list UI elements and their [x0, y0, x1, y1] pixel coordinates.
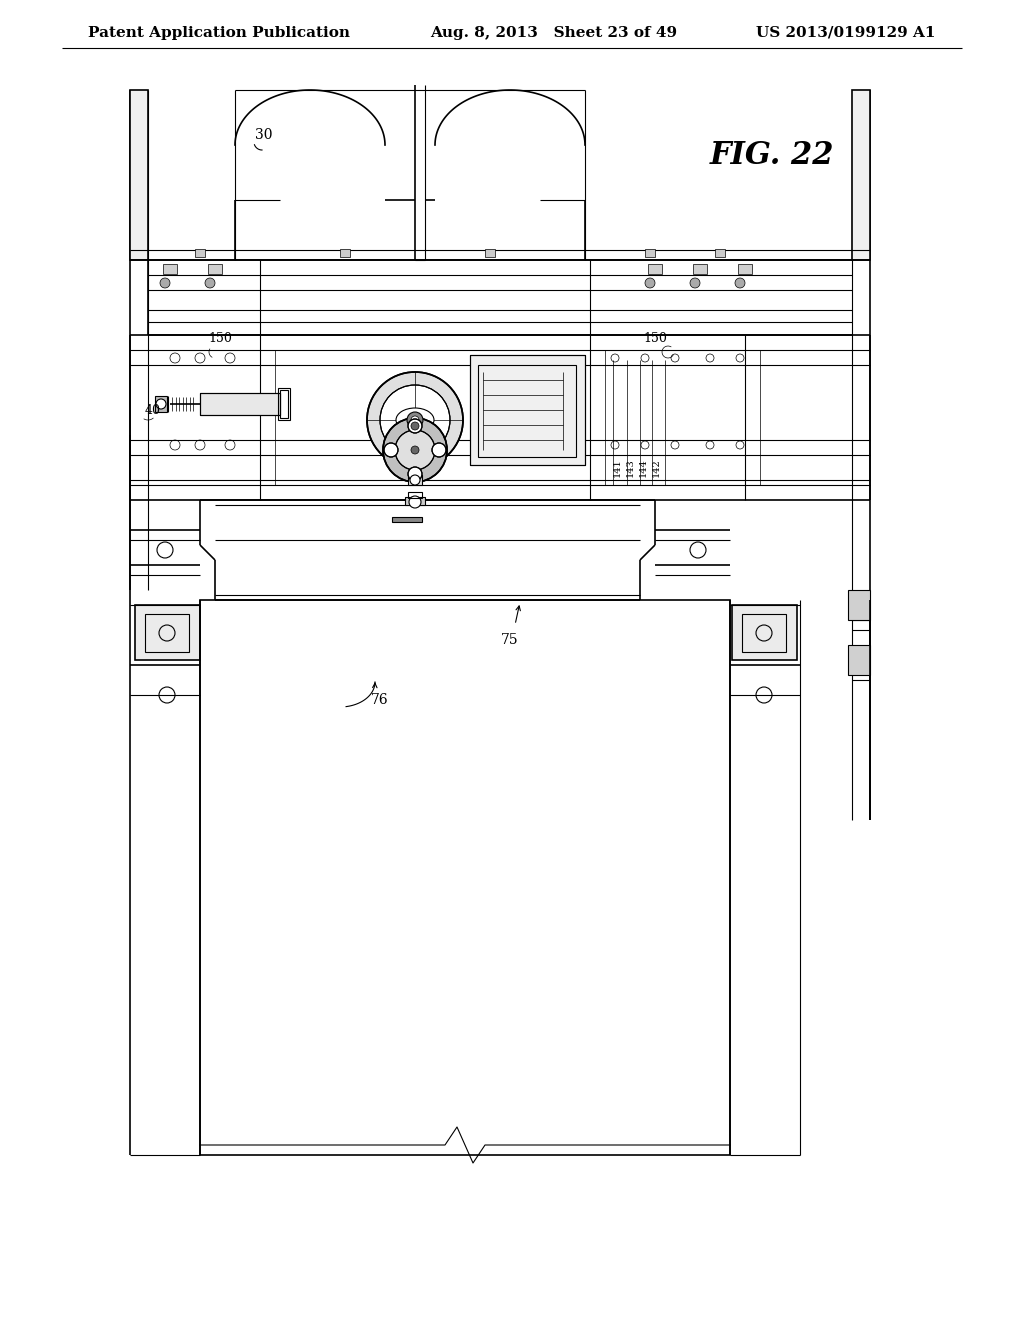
Bar [280, 389, 288, 418]
Circle shape [645, 279, 655, 288]
Text: Aug. 8, 2013   Sheet 23 of 49: Aug. 8, 2013 Sheet 23 of 49 [430, 26, 677, 40]
Bar [406, 498, 425, 506]
Bar [485, 249, 495, 257]
Ellipse shape [396, 408, 434, 432]
Text: 30: 30 [255, 128, 272, 143]
Bar [408, 475, 422, 484]
Bar [645, 249, 655, 257]
Circle shape [408, 467, 422, 480]
Bar [470, 355, 585, 465]
Circle shape [395, 430, 435, 470]
Text: 75: 75 [501, 634, 519, 647]
Text: FIG. 22: FIG. 22 [710, 140, 835, 170]
Circle shape [160, 279, 170, 288]
Bar [408, 492, 422, 498]
Text: 76: 76 [371, 693, 389, 708]
Bar [200, 601, 730, 1155]
Circle shape [411, 422, 419, 430]
Circle shape [410, 475, 420, 484]
Circle shape [380, 385, 450, 455]
Bar [155, 396, 167, 412]
Bar [852, 90, 870, 260]
Bar [742, 614, 786, 652]
Bar [195, 249, 205, 257]
Text: 150: 150 [643, 333, 667, 345]
Circle shape [384, 444, 398, 457]
Bar [848, 590, 870, 620]
Bar [135, 605, 200, 660]
Circle shape [383, 418, 447, 482]
Text: 141: 141 [612, 458, 622, 477]
Bar [478, 366, 575, 457]
Bar [340, 249, 350, 257]
Bar [130, 90, 148, 260]
Circle shape [735, 279, 745, 288]
Bar [208, 264, 222, 275]
Circle shape [156, 399, 166, 409]
Circle shape [410, 453, 420, 463]
Circle shape [690, 279, 700, 288]
Bar [470, 355, 585, 465]
Bar [392, 517, 422, 521]
Circle shape [408, 418, 422, 433]
Text: 142: 142 [651, 458, 660, 477]
Text: 143: 143 [626, 458, 635, 477]
Text: Patent Application Publication: Patent Application Publication [88, 26, 350, 40]
Bar [163, 264, 177, 275]
Circle shape [367, 372, 463, 469]
Bar [738, 264, 752, 275]
Circle shape [205, 279, 215, 288]
Text: 150: 150 [208, 333, 232, 345]
Bar [145, 614, 189, 652]
Circle shape [409, 496, 421, 508]
Text: 40: 40 [145, 404, 161, 417]
Bar [693, 264, 707, 275]
Circle shape [411, 416, 419, 424]
Text: US 2013/0199129 A1: US 2013/0199129 A1 [756, 26, 935, 40]
Bar [732, 605, 797, 660]
Bar [278, 388, 290, 420]
Circle shape [432, 444, 446, 457]
Bar [715, 249, 725, 257]
Bar [200, 393, 280, 414]
Bar [848, 645, 870, 675]
Circle shape [407, 412, 423, 428]
Circle shape [411, 446, 419, 454]
Bar [200, 393, 280, 414]
Text: 144: 144 [639, 458, 647, 477]
Bar [648, 264, 662, 275]
